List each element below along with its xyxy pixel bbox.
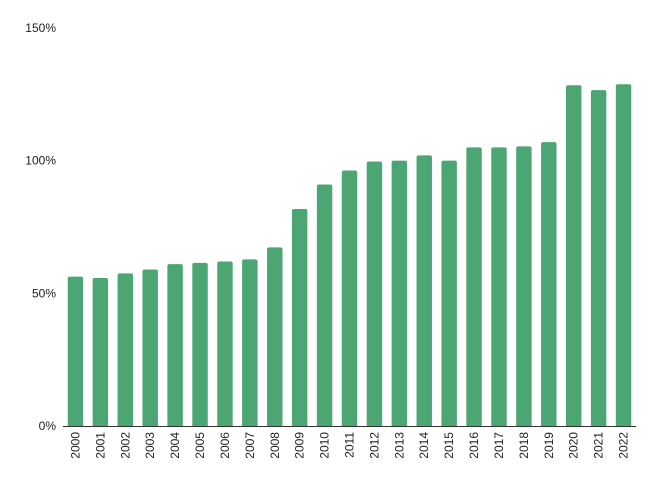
x-tick-label-2003: 2003 — [143, 432, 157, 459]
bar-2006 — [217, 261, 233, 426]
x-axis-ticks: 2000 2001 2002 2003 2004 2005 2006 2007 2008 2009… — [68, 432, 630, 459]
x-tick-label-2018: 2018 — [517, 432, 531, 459]
bar-2011 — [341, 170, 358, 426]
bar-2022 — [615, 84, 632, 426]
x-tick-label-2010: 2010 — [318, 432, 332, 459]
bar-2013 — [391, 160, 408, 426]
bar-2001 — [92, 277, 109, 426]
x-tick-label-2002: 2002 — [118, 432, 132, 459]
x-tick-label-2008: 2008 — [268, 432, 282, 459]
x-tick-label-2017: 2017 — [492, 432, 506, 459]
x-tick-label-2016: 2016 — [467, 432, 481, 459]
bar-2014 — [416, 155, 432, 427]
bar-2016 — [466, 147, 482, 426]
bar-2003 — [142, 269, 158, 426]
y-tick-label: 100% — [25, 154, 56, 168]
bar-2010 — [316, 184, 333, 426]
x-tick-label-2022: 2022 — [617, 432, 631, 459]
x-tick-label-2009: 2009 — [293, 432, 307, 459]
bar-2008 — [267, 247, 283, 426]
x-tick-label-2019: 2019 — [542, 432, 556, 459]
x-tick-label-2011: 2011 — [343, 432, 357, 458]
x-tick-label-2000: 2000 — [68, 432, 82, 459]
y-tick-label: 150% — [25, 21, 56, 35]
x-tick-label-2005: 2005 — [193, 432, 207, 459]
bar-2019 — [541, 142, 557, 427]
y-tick-label: 0% — [39, 419, 57, 433]
bar-2012 — [366, 161, 383, 427]
bar-2017 — [491, 147, 507, 426]
bars — [67, 84, 632, 427]
bar-2020 — [565, 85, 582, 426]
y-tick-label: 50% — [32, 286, 56, 300]
bar-2000 — [67, 276, 84, 426]
bar-2005 — [192, 262, 208, 426]
y-axis-ticks: 0% 50% 100% 150% — [25, 21, 56, 433]
x-tick-label-2020: 2020 — [567, 432, 581, 459]
bar-2021 — [590, 90, 607, 426]
x-tick-label-2013: 2013 — [392, 432, 406, 459]
bar-2009 — [291, 208, 308, 426]
x-tick-label-2004: 2004 — [168, 432, 182, 459]
bar-2007 — [242, 259, 258, 426]
x-tick-label-2012: 2012 — [367, 432, 381, 459]
x-tick-label-2021: 2021 — [592, 432, 606, 459]
x-tick-label-2001: 2001 — [93, 432, 107, 459]
bar-2018 — [516, 146, 532, 426]
bar-2004 — [167, 264, 183, 426]
x-tick-label-2006: 2006 — [218, 432, 232, 459]
bar-2015 — [441, 160, 457, 426]
x-tick-label-2007: 2007 — [243, 432, 257, 459]
x-tick-label-2015: 2015 — [442, 432, 456, 459]
bar-2002 — [117, 273, 134, 426]
x-tick-label-2014: 2014 — [417, 432, 431, 459]
